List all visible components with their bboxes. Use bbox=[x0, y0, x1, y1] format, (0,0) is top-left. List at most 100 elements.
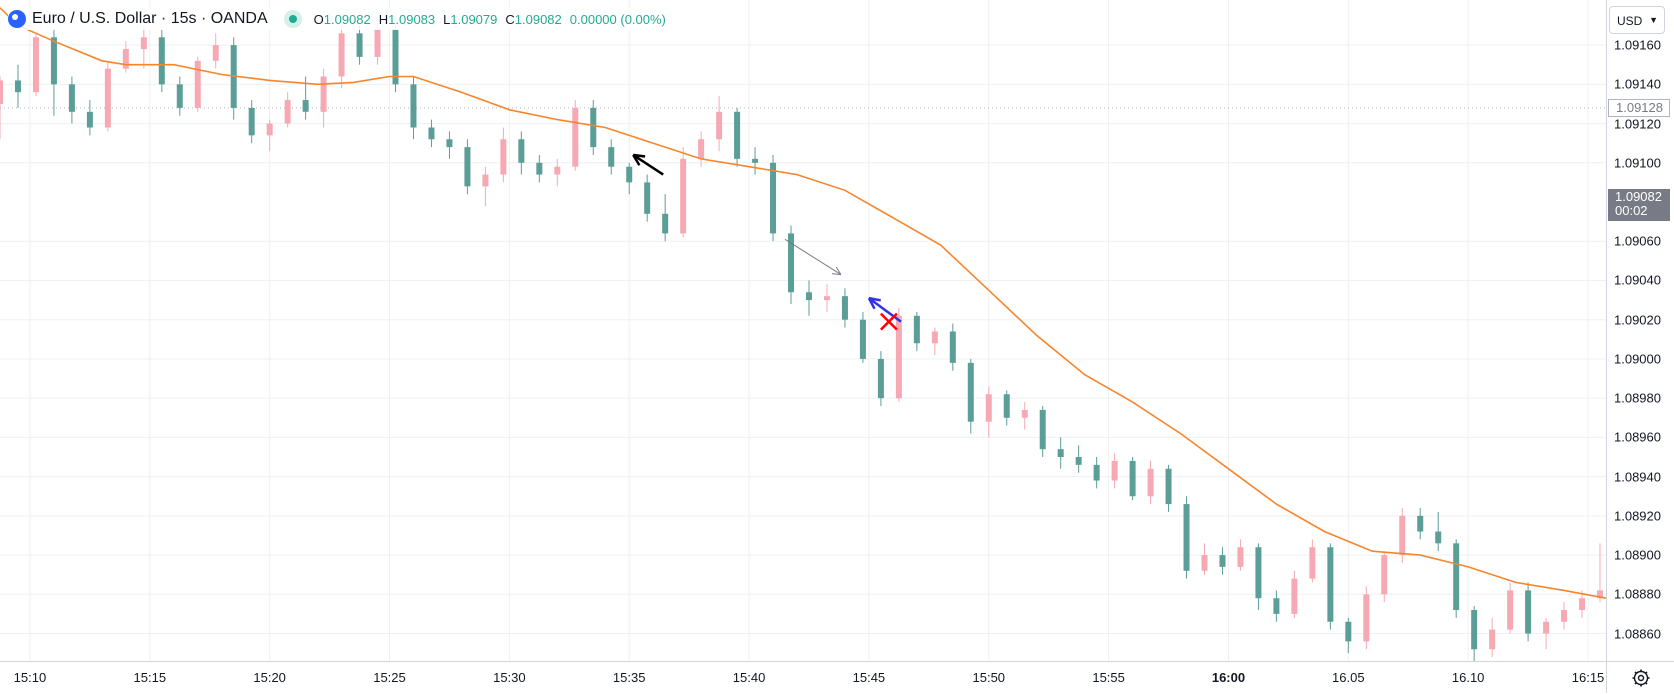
candle-body bbox=[895, 315, 902, 399]
time-tick-label: 16:15 bbox=[1571, 670, 1605, 685]
candle-body bbox=[446, 139, 453, 148]
currency-label: USD bbox=[1617, 14, 1643, 28]
candle-body bbox=[1183, 504, 1190, 571]
candle-body bbox=[716, 111, 723, 140]
candle-body bbox=[50, 37, 57, 85]
gear-icon[interactable] bbox=[1631, 668, 1651, 688]
candle-body bbox=[338, 33, 345, 77]
candle-body bbox=[1435, 531, 1442, 544]
candle-body bbox=[140, 37, 147, 50]
arrow-annotation bbox=[632, 153, 664, 176]
currency-selector[interactable]: USD ▼ bbox=[1609, 6, 1665, 34]
time-tick-label: 15:35 bbox=[612, 670, 646, 685]
prev-close-value: 1.09128 bbox=[1616, 99, 1663, 115]
candle-body bbox=[1219, 555, 1226, 567]
candle-body bbox=[1471, 610, 1478, 650]
bar-countdown: 00:02 bbox=[1615, 203, 1648, 219]
candle-body bbox=[1093, 464, 1100, 481]
candle-body bbox=[320, 76, 327, 112]
candle-body bbox=[32, 37, 39, 93]
candle-body bbox=[572, 107, 579, 167]
candle-body bbox=[949, 331, 956, 363]
ohlc-close-value: 1.09082 bbox=[514, 11, 562, 27]
time-tick-label: 15:25 bbox=[373, 670, 406, 685]
candle-body bbox=[86, 111, 93, 128]
price-tick-label: 1.08960 bbox=[1614, 429, 1661, 445]
symbol-logo-icon bbox=[8, 10, 26, 28]
axis-corner bbox=[1606, 661, 1674, 693]
candle-body bbox=[805, 292, 812, 301]
candle-body bbox=[428, 127, 435, 140]
candle-body bbox=[1237, 547, 1244, 567]
candle-body bbox=[1111, 460, 1118, 481]
price-chart[interactable] bbox=[0, 0, 1606, 661]
candle-body bbox=[1399, 515, 1406, 556]
legend-header: Euro / U.S. Dollar · 15s · OANDA O1.0908… bbox=[8, 8, 666, 30]
candle-body bbox=[1201, 555, 1208, 571]
price-tick-label: 1.08900 bbox=[1614, 547, 1661, 563]
time-tick-label: 15:20 bbox=[253, 670, 286, 685]
arrow-head bbox=[632, 154, 641, 166]
candle-body bbox=[1363, 594, 1370, 642]
candle-body bbox=[464, 147, 471, 187]
candle-body bbox=[302, 100, 309, 112]
candle-body bbox=[1453, 543, 1460, 611]
candle-body bbox=[176, 84, 183, 108]
ohlc-close: C1.09082 bbox=[505, 12, 561, 27]
candle-body bbox=[122, 49, 129, 69]
ohlc-open-label: O bbox=[313, 11, 324, 27]
time-tick-label: 15:45 bbox=[852, 670, 886, 685]
price-axis[interactable]: USD ▼ 1.09160 1.09140 1.09120 1.09100 1.0906… bbox=[1606, 0, 1674, 661]
candle-body bbox=[518, 139, 525, 163]
price-tick-label: 1.09140 bbox=[1614, 76, 1661, 92]
candle-body bbox=[1129, 460, 1136, 497]
candle-body bbox=[841, 296, 848, 320]
price-tick-label: 1.08880 bbox=[1614, 586, 1661, 602]
candle-body bbox=[284, 100, 291, 124]
candle-body bbox=[788, 233, 795, 293]
candle-body bbox=[734, 111, 741, 159]
candle-body bbox=[356, 33, 363, 57]
candle-body bbox=[1021, 409, 1028, 418]
market-status-icon[interactable] bbox=[283, 10, 302, 28]
candle-body bbox=[823, 296, 830, 301]
time-tick-label: 15:10 bbox=[13, 670, 47, 685]
ohlc-high: H1.09083 bbox=[379, 12, 435, 27]
price-tick-label: 1.08940 bbox=[1614, 469, 1661, 485]
price-tick-label: 1.09120 bbox=[1614, 116, 1661, 132]
candle-body bbox=[374, 29, 381, 57]
candle-body bbox=[1291, 578, 1298, 614]
candle-body bbox=[985, 394, 992, 422]
price-tick-label: 1.08980 bbox=[1614, 390, 1661, 406]
candle-body bbox=[1345, 621, 1352, 642]
arrow-annotation bbox=[868, 297, 902, 323]
candle-body bbox=[248, 107, 255, 136]
time-axis[interactable]: 15:10 15:15 15:20 15:25 15:30 15:35 15:40 15:45… bbox=[0, 661, 1606, 694]
candle-body bbox=[1327, 547, 1334, 622]
candle-body bbox=[680, 158, 687, 234]
candle-body bbox=[859, 319, 866, 359]
candle-body bbox=[698, 139, 705, 159]
ohlc-low-value: 1.09079 bbox=[450, 11, 498, 27]
candle-body bbox=[590, 107, 597, 148]
arrow-head bbox=[867, 297, 876, 310]
price-tick-label: 1.09020 bbox=[1614, 312, 1661, 328]
candle-body bbox=[0, 80, 3, 104]
candle-body bbox=[626, 166, 633, 183]
candle-body bbox=[554, 166, 561, 175]
symbol-title[interactable]: Euro / U.S. Dollar · 15s · OANDA bbox=[32, 10, 268, 27]
candle-body bbox=[500, 139, 507, 175]
ohlc-high-value: 1.09083 bbox=[388, 11, 436, 27]
candle-body bbox=[212, 45, 219, 61]
candle-body bbox=[68, 84, 75, 112]
ohlc-high-label: H bbox=[378, 11, 389, 27]
ohlc-open: O1.09082 bbox=[314, 12, 371, 27]
chart-area[interactable] bbox=[0, 0, 1606, 661]
candle-body bbox=[1417, 515, 1424, 532]
candle-body bbox=[158, 37, 165, 85]
time-tick-label: 16.05 bbox=[1332, 670, 1365, 685]
candle-body bbox=[410, 84, 417, 128]
arrow-head bbox=[633, 153, 646, 158]
candle-body bbox=[931, 331, 938, 344]
price-tick-label: 1.09060 bbox=[1614, 233, 1661, 249]
